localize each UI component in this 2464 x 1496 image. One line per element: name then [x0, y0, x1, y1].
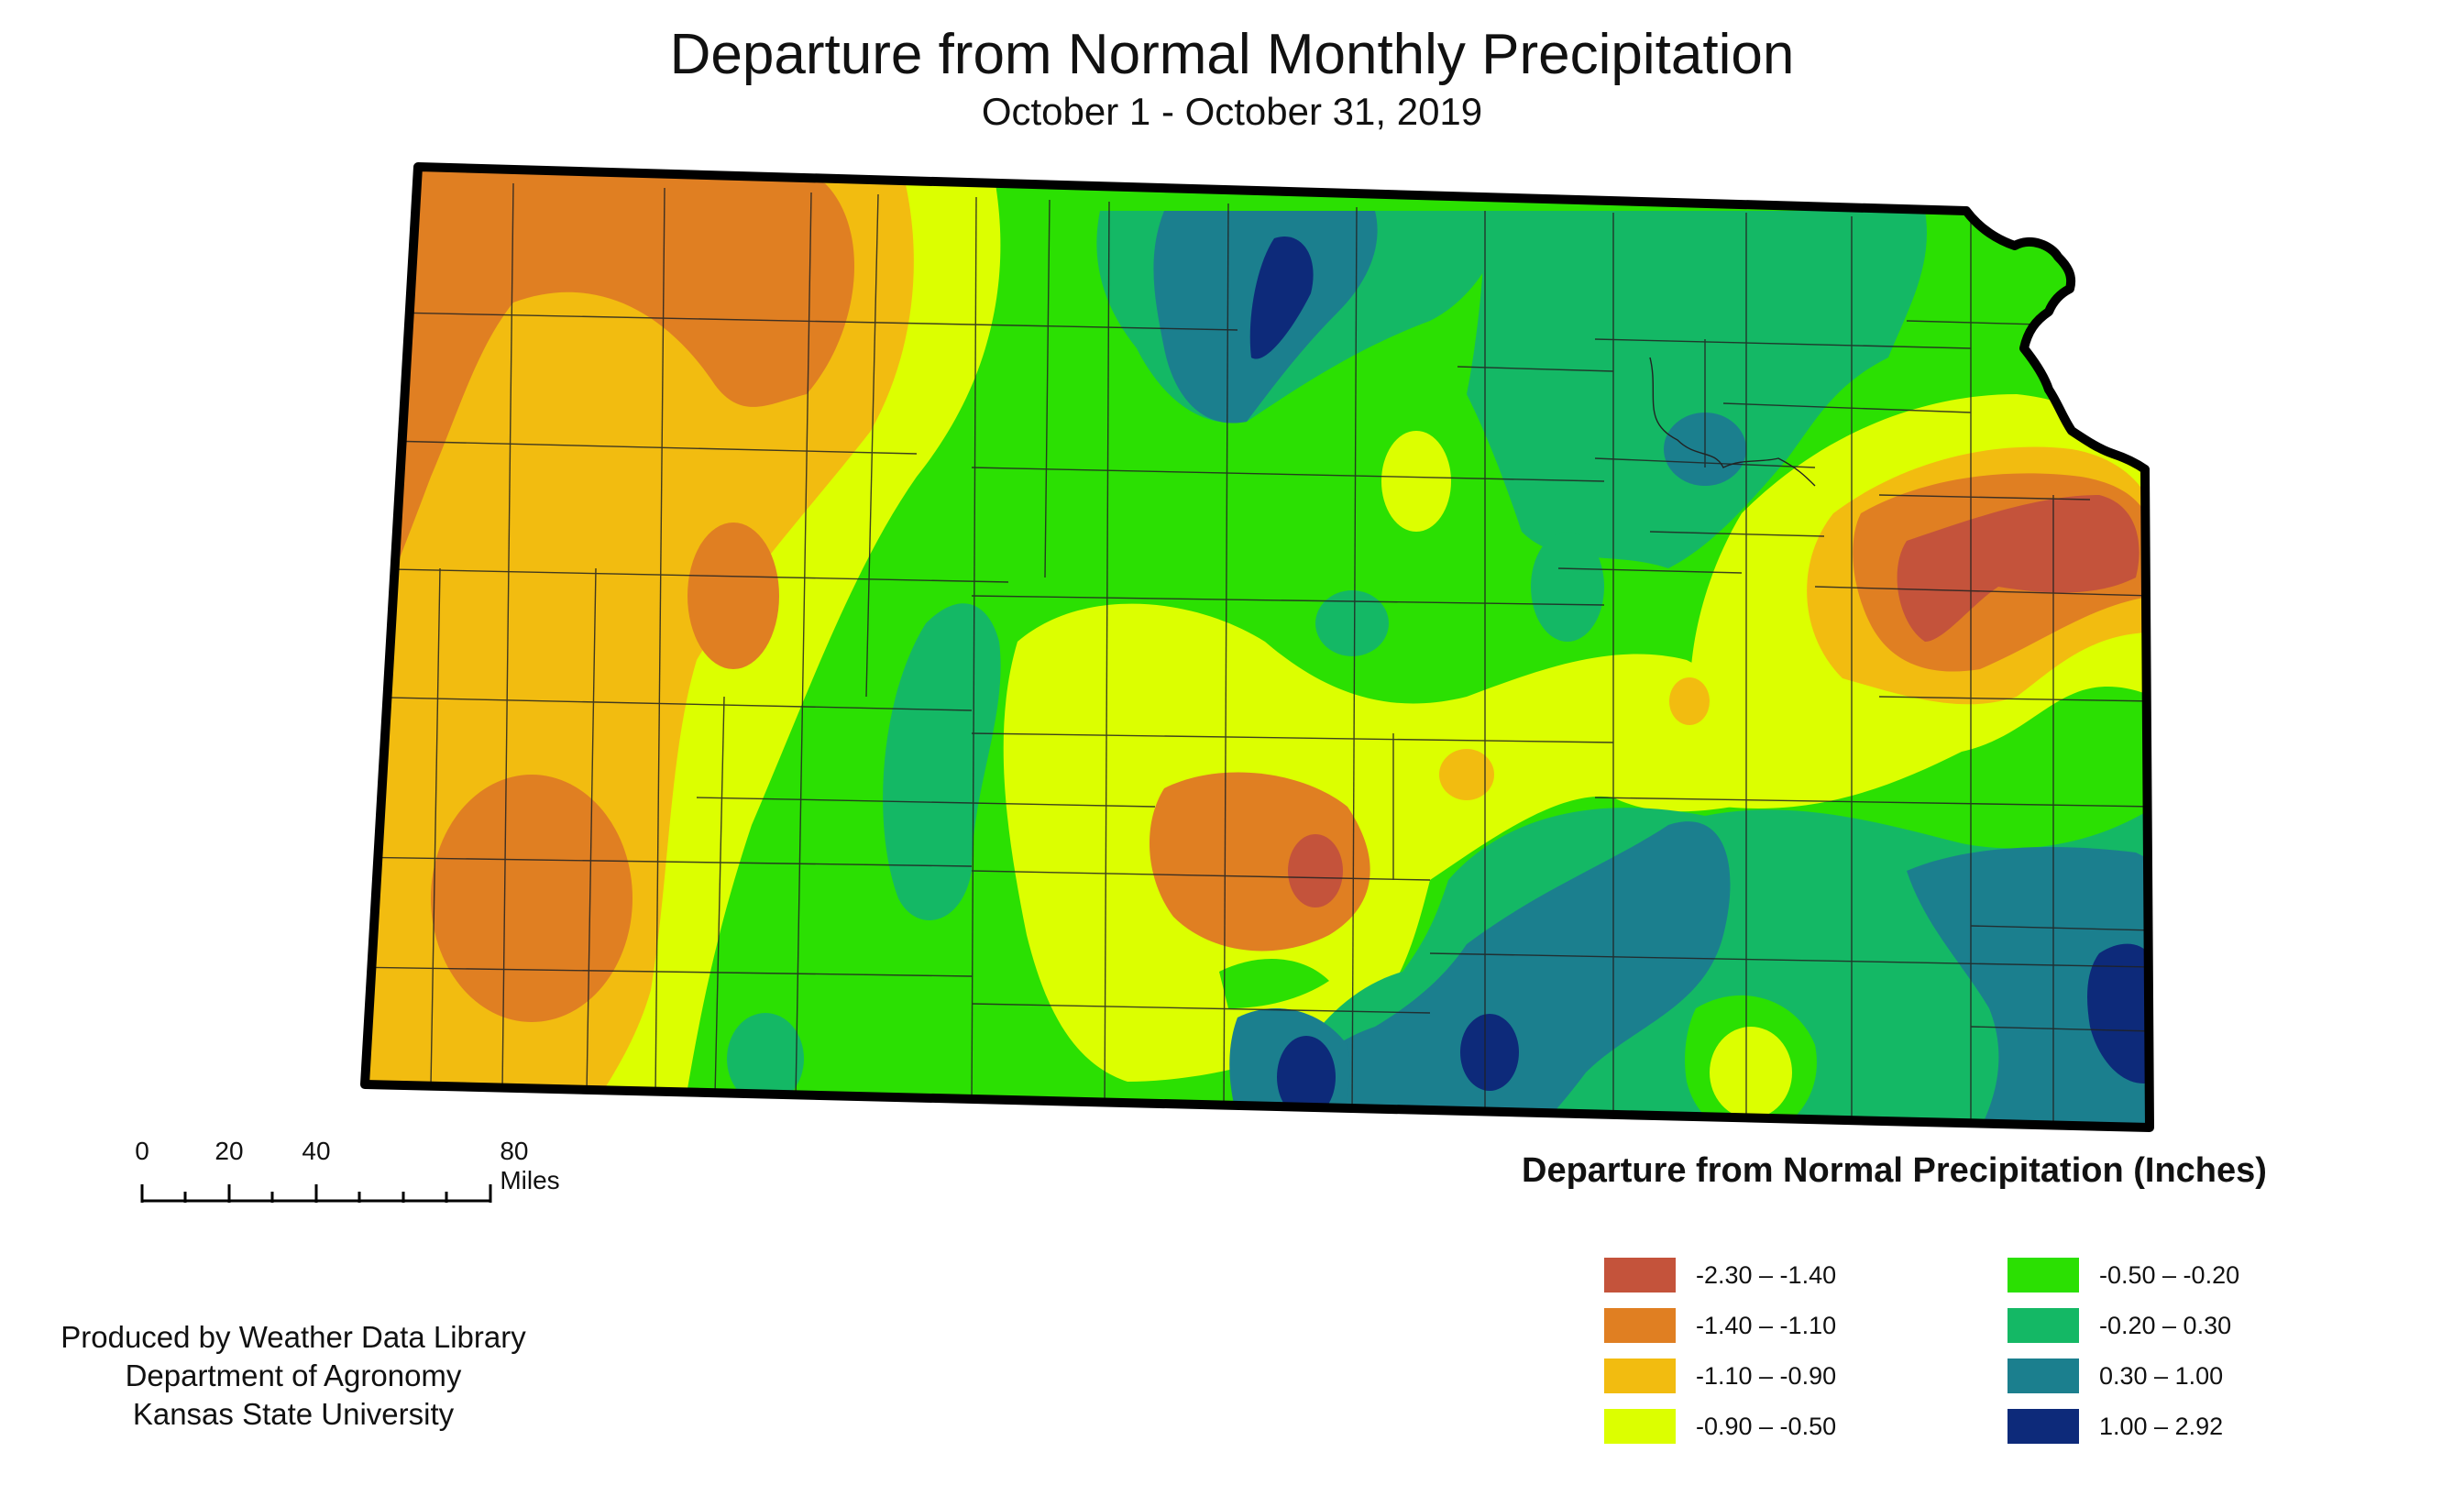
- county-boundaries: [365, 182, 2150, 1128]
- scale-label-80: 80 Miles: [500, 1137, 560, 1194]
- legend-item: -0.20 – 0.30: [2008, 1308, 2231, 1343]
- legend-swatch: [2008, 1409, 2079, 1444]
- scale-label-20: 20: [214, 1137, 244, 1165]
- credits-line-2: Department of Agronomy: [125, 1358, 462, 1392]
- legend-label: 1.00 – 2.92: [2099, 1412, 2224, 1440]
- credits: Produced by Weather Data Library Departm…: [55, 1318, 532, 1434]
- legend-item: 1.00 – 2.92: [2008, 1409, 2223, 1444]
- scale-label-0: 0: [135, 1137, 149, 1165]
- kansas-state-border: [360, 162, 2154, 1132]
- legend-swatch: [2008, 1258, 2079, 1292]
- legend-item: -2.30 – -1.40: [1604, 1258, 1836, 1292]
- legend-title: Departure from Normal Precipitation (Inc…: [1522, 1151, 2267, 1190]
- legend-swatch: [1604, 1409, 1676, 1444]
- legend-label: -2.30 – -1.40: [1696, 1260, 1837, 1289]
- legend-swatch: [1604, 1308, 1676, 1343]
- scale-bar: [140, 1184, 492, 1203]
- legend-item: -1.40 – -1.10: [1604, 1308, 1836, 1343]
- map-subtitle: October 1 - October 31, 2019: [981, 90, 1483, 133]
- precip-zones: [365, 167, 2150, 1128]
- legend-label: -1.40 – -1.10: [1696, 1311, 1837, 1339]
- scale-label-40: 40: [302, 1137, 331, 1165]
- legend-label: 0.30 – 1.00: [2099, 1361, 2224, 1390]
- legend-item: 0.30 – 1.00: [2008, 1358, 2223, 1393]
- legend-swatch: [2008, 1308, 2079, 1343]
- credits-line-3: Kansas State University: [132, 1397, 455, 1431]
- legend-label: -0.20 – 0.30: [2099, 1311, 2232, 1339]
- legend-label: -1.10 – -0.90: [1696, 1361, 1837, 1390]
- legend-swatch: [1604, 1258, 1676, 1292]
- legend-label: -0.50 – -0.20: [2099, 1260, 2240, 1289]
- credits-line-1: Produced by Weather Data Library: [60, 1320, 526, 1354]
- legend-swatch: [1604, 1358, 1676, 1393]
- map-title: Departure from Normal Monthly Precipitat…: [669, 23, 1795, 86]
- legend-label: -0.90 – -0.50: [1696, 1412, 1837, 1440]
- legend-item: -0.50 – -0.20: [2008, 1258, 2239, 1292]
- legend-item: -1.10 – -0.90: [1604, 1358, 1836, 1393]
- legend-item: -0.90 – -0.50: [1604, 1409, 1836, 1444]
- legend-swatch: [2008, 1358, 2079, 1393]
